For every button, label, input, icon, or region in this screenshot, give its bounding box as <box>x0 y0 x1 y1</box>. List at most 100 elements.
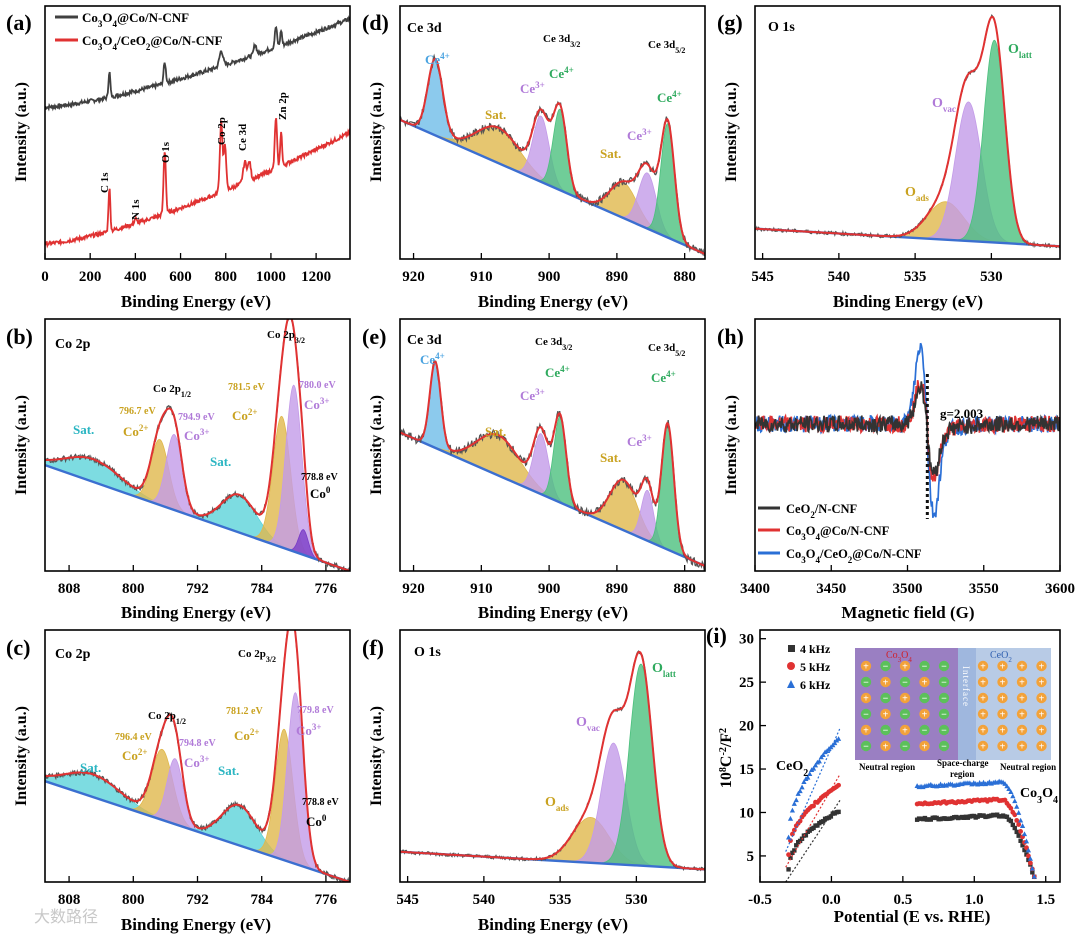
inset-charge-sign-4: − <box>941 662 947 673</box>
epr-line-1 <box>755 379 1060 482</box>
ms-point-2-4 <box>793 797 799 803</box>
inset-charge-sign-39: − <box>922 726 928 737</box>
panel-b-e2: 794.9 eV <box>178 412 215 423</box>
ms-point-0-82 <box>1022 847 1027 853</box>
panel-c-title: Co 2p <box>55 647 91 662</box>
panel-a-plot <box>45 15 350 249</box>
panel-d-sat2: Sat. <box>600 146 621 161</box>
panel-c-ticks: 808 800 792 784 776 <box>58 876 338 908</box>
panel-g: 545 540 535 530 (g) O 1s Oads Ovac Olatt Bi… <box>717 5 1061 311</box>
x-tick-label-g-2: 535 <box>904 269 927 285</box>
inset-charge-45 <box>860 740 872 752</box>
ms-point-2-10 <box>805 774 811 780</box>
inset-charge-sign-19: − <box>883 694 889 705</box>
inset-charge-sign-11: − <box>902 678 908 689</box>
ms-point-0-77 <box>1012 825 1017 831</box>
inset-charge-3 <box>919 660 930 672</box>
y-tick-label-i-0: 5 <box>747 849 755 865</box>
y-tick-label-i-1: 10 <box>739 805 754 821</box>
x-tick-label-e-1: 910 <box>470 581 493 597</box>
x-tick-label-c-1: 800 <box>122 892 145 908</box>
ms-point-2-8 <box>801 779 807 784</box>
inset-charge-sign-48: + <box>922 742 928 753</box>
panel-f-oads: Oads <box>545 795 569 813</box>
inset-charge-53 <box>1036 740 1047 752</box>
panel-a-label: (a) <box>6 10 32 35</box>
inset-charge-sign-37: − <box>883 726 889 737</box>
y-tick-label-i-3: 20 <box>739 719 754 735</box>
component-g-2 <box>755 39 1060 247</box>
inset-charge-sign-29: − <box>902 710 908 721</box>
inset-charge-sign-7: + <box>1019 662 1025 673</box>
inset-charge-46 <box>880 740 891 752</box>
legend-label-a1: Co3O4@Co/N-CNF <box>82 10 189 29</box>
inset-charge-32 <box>977 708 989 720</box>
x-tick-label-f-3: 530 <box>625 892 648 908</box>
inset-charge-sign-46: + <box>883 742 889 753</box>
legend-label-h3: Co3O4/CeO2@Co/N-CNF <box>786 547 922 565</box>
ms-point-0-76 <box>1010 822 1016 828</box>
panel-c-e5: 778.8 eV <box>302 797 339 808</box>
x-tick-label-a-4: 800 <box>214 269 237 285</box>
panel-d-ce3d32: Ce 3d3/2 <box>543 33 580 49</box>
x-tick-label-h-0: 3400 <box>740 581 770 597</box>
panel-c-frame <box>44 629 351 883</box>
panel-c-xlabel: Binding Energy (eV) <box>121 915 271 934</box>
ms-tangent-1 <box>785 773 841 868</box>
inset-charge-33 <box>997 708 1008 720</box>
panel-a-frame <box>44 5 351 260</box>
inset-charge-0 <box>860 660 872 672</box>
inset-charge-sign-45: − <box>863 742 869 753</box>
annotation-zn2p: Zn 2p <box>277 92 289 120</box>
ms-point-2-3 <box>791 801 797 806</box>
interface-inset: + − + − − + + + + − + − + − + + + + + − + − − + + + + − + − + − + + + + + − + −… <box>855 648 1056 779</box>
x-tick-label-a-1: 200 <box>79 269 102 285</box>
survey-line-1 <box>45 117 350 249</box>
inset-charge-31 <box>938 708 950 720</box>
ms-tangent-0 <box>785 799 841 882</box>
inset-charge-sign-5: + <box>980 662 986 673</box>
inset-charge-sign-47: − <box>902 742 908 753</box>
ms-point-0-13 <box>811 825 816 831</box>
ms-point-2-73 <box>1004 783 1010 789</box>
panel-d-ce4-1: Ce4+ <box>425 51 450 67</box>
inset-label-co3o4: Co3O4 <box>886 650 912 664</box>
inset-charge-50 <box>977 740 989 752</box>
x-tick-label-a-0: 0 <box>41 269 49 285</box>
ms-point-2-18 <box>820 752 826 758</box>
ms-point-0-15 <box>815 823 820 828</box>
panel-g-label: (g) <box>717 10 743 35</box>
inset-charge-14 <box>977 676 989 688</box>
inset-charge-4 <box>938 660 950 672</box>
panel-e-ce3d32: Ce 3d3/2 <box>535 336 572 352</box>
panel-c-co3plus-1: Co3+ <box>184 754 210 770</box>
panel-i-label: (i) <box>706 623 727 648</box>
panel-b-ticks: 808 800 792 784 776 <box>58 565 338 597</box>
inset-charge-sign-25: + <box>1019 694 1025 705</box>
inset-charge-17 <box>1036 676 1047 688</box>
panel-b-frame <box>44 318 351 572</box>
panel-c: 808 800 792 784 776 (c) Co 2p Co 2p3/2 Co 2p… <box>6 629 351 934</box>
inset-charge-sign-38: + <box>902 726 908 737</box>
ms-point-2-74 <box>1006 786 1012 791</box>
inset-charge-6 <box>997 660 1008 672</box>
inset-charge-sign-42: + <box>1000 726 1006 737</box>
legend-label-h1: CeO2/N-CNF <box>786 502 858 520</box>
inset-charge-sign-9: − <box>863 678 869 689</box>
ms-point-2-75 <box>1008 789 1014 795</box>
inset-charge-21 <box>919 692 930 704</box>
panel-d-ticks: 920 910 900 890 880 <box>402 253 696 285</box>
inset-charge-sign-23: + <box>980 694 986 705</box>
panel-e-ce3d52: Ce 3d5/2 <box>648 342 685 358</box>
panel-h-plot <box>755 342 1060 519</box>
inset-charge-25 <box>1016 692 1028 704</box>
panel-e-ticks: 920 910 900 890 880 <box>402 565 696 597</box>
panel-b-e4: 780.0 eV <box>299 380 336 391</box>
inset-charge-sign-26: + <box>1039 694 1045 705</box>
x-tick-label-a-2: 400 <box>124 269 147 285</box>
panel-i-plot <box>785 727 1037 882</box>
inset-charge-12 <box>919 676 930 688</box>
ms-point-0-75 <box>1008 818 1014 824</box>
panel-f-frame <box>399 629 706 883</box>
inset-charge-26 <box>1036 692 1047 704</box>
